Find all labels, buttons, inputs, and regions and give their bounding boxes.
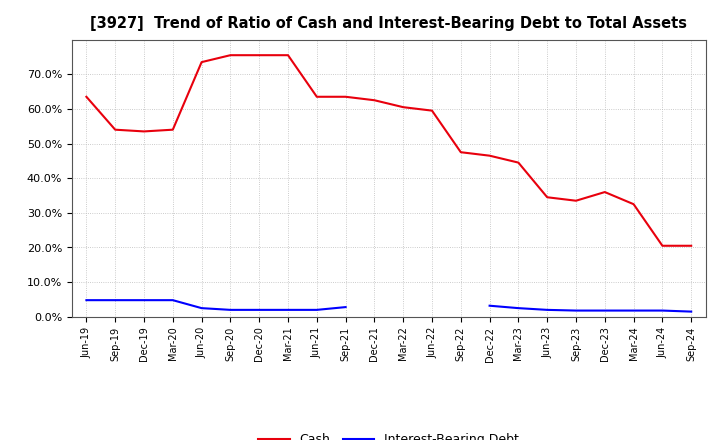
Interest-Bearing Debt (168, 297, 177, 303)
Interest-Bearing Debt (82, 297, 91, 303)
Cash (687, 243, 696, 249)
Interest-Bearing Debt (111, 297, 120, 303)
Cash (168, 127, 177, 132)
Legend: Cash, Interest-Bearing Debt: Cash, Interest-Bearing Debt (253, 429, 524, 440)
Cash (341, 94, 350, 99)
Line: Cash: Cash (86, 55, 691, 246)
Cash (629, 202, 638, 207)
Interest-Bearing Debt (255, 307, 264, 312)
Interest-Bearing Debt (341, 304, 350, 310)
Cash (284, 52, 292, 58)
Cash (572, 198, 580, 203)
Line: Interest-Bearing Debt: Interest-Bearing Debt (86, 300, 346, 310)
Interest-Bearing Debt (284, 307, 292, 312)
Cash (255, 52, 264, 58)
Title: [3927]  Trend of Ratio of Cash and Interest-Bearing Debt to Total Assets: [3927] Trend of Ratio of Cash and Intere… (90, 16, 688, 32)
Cash (197, 59, 206, 65)
Cash (600, 189, 609, 194)
Cash (226, 52, 235, 58)
Interest-Bearing Debt (140, 297, 148, 303)
Cash (111, 127, 120, 132)
Cash (456, 150, 465, 155)
Cash (370, 98, 379, 103)
Cash (658, 243, 667, 249)
Cash (82, 94, 91, 99)
Cash (485, 153, 494, 158)
Cash (514, 160, 523, 165)
Cash (543, 194, 552, 200)
Cash (312, 94, 321, 99)
Interest-Bearing Debt (197, 305, 206, 311)
Cash (399, 105, 408, 110)
Interest-Bearing Debt (312, 307, 321, 312)
Cash (428, 108, 436, 113)
Cash (140, 129, 148, 134)
Interest-Bearing Debt (226, 307, 235, 312)
